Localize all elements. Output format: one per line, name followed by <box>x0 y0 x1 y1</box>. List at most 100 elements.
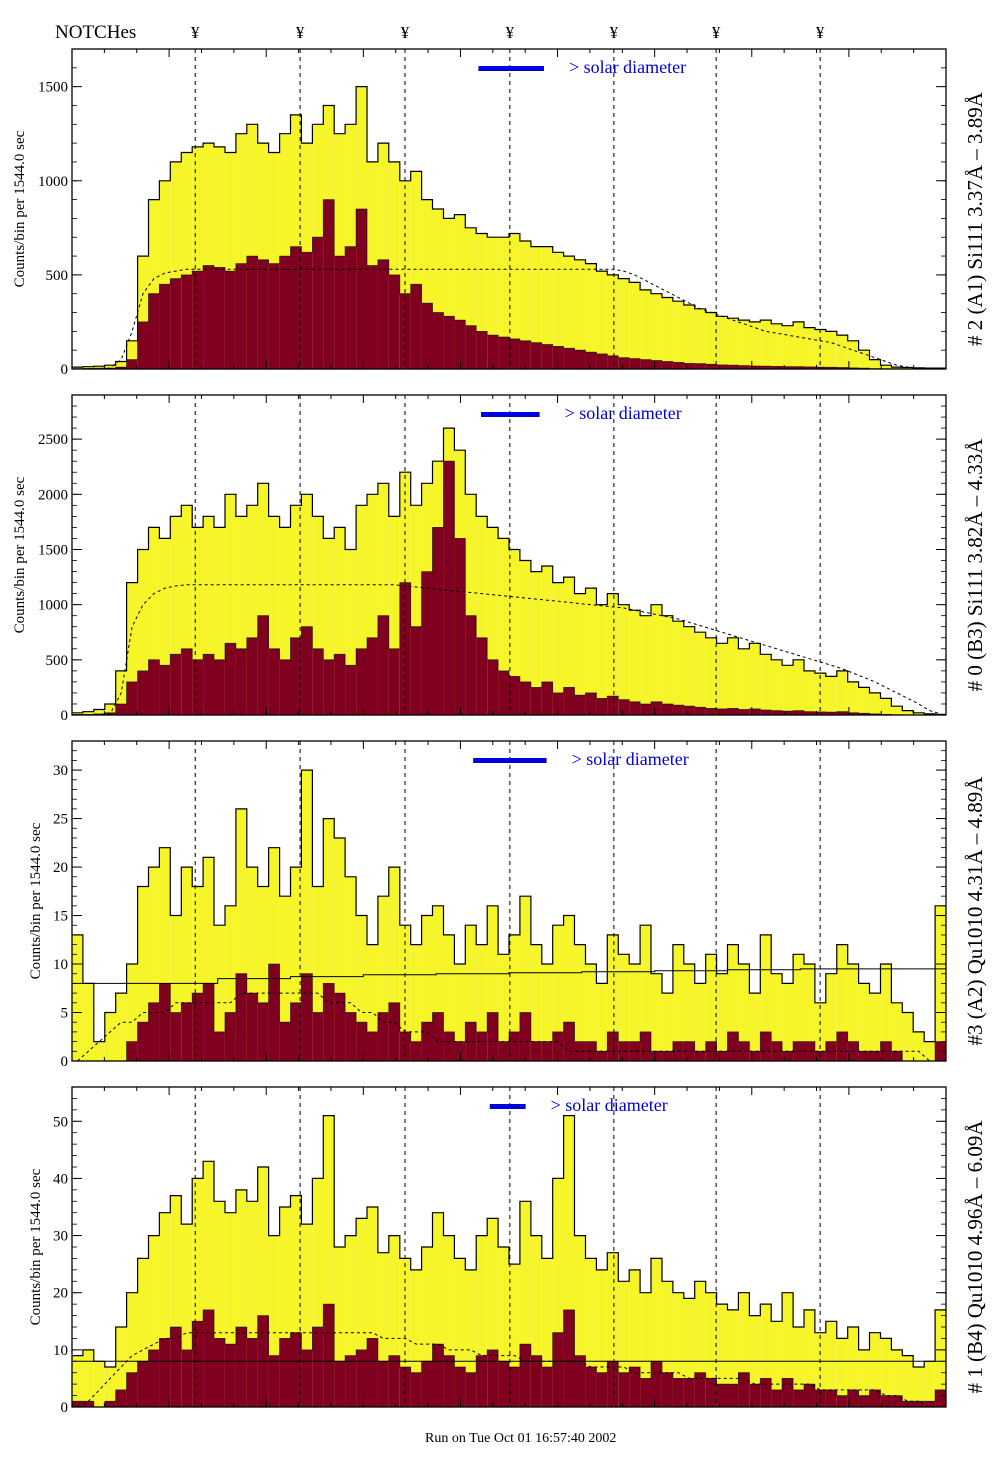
inner-bar <box>640 359 652 369</box>
inner-bar <box>137 1022 149 1061</box>
total-bar <box>563 256 575 369</box>
inner-bar <box>137 1361 149 1407</box>
total-bar <box>126 964 138 1061</box>
total-bar <box>847 681 859 715</box>
total-bar <box>519 560 531 715</box>
total-bar <box>82 366 94 369</box>
inner-bar <box>935 1041 947 1061</box>
total-bar <box>891 1002 903 1061</box>
total-bar <box>93 1361 105 1407</box>
inner-bar <box>629 1041 641 1061</box>
total-bar <box>640 1292 652 1407</box>
total-bar <box>290 867 302 1061</box>
inner-bar <box>640 1031 652 1061</box>
total-bar <box>672 301 684 369</box>
inner-bar <box>705 708 717 715</box>
total-bar <box>345 876 357 1061</box>
inner-bar <box>891 1395 903 1407</box>
inner-bar <box>672 362 684 369</box>
total-bar <box>651 293 662 369</box>
total-bar <box>323 818 335 1061</box>
inner-bar <box>487 335 499 369</box>
total-bar <box>869 359 881 369</box>
total-bar <box>760 934 772 1061</box>
inner-bar <box>651 701 662 715</box>
notch-symbol-2: ¥ <box>296 23 305 42</box>
inner-bar <box>137 321 149 369</box>
inner-bar <box>377 259 389 369</box>
inner-bar <box>312 1327 324 1407</box>
plot-frame <box>71 394 947 716</box>
total-bar <box>126 1292 138 1407</box>
total-bar <box>760 320 772 369</box>
inner-bar <box>629 358 641 369</box>
solar-diameter-legend-label: > solar diameter <box>569 57 686 77</box>
total-bar <box>93 1041 105 1061</box>
total-bar <box>880 964 892 1061</box>
inner-bar <box>148 293 160 369</box>
total-bar <box>607 274 619 369</box>
total-bar <box>279 1207 291 1407</box>
total-bar <box>585 964 597 1061</box>
y-tick-label: 0 <box>61 1054 69 1070</box>
total-bar <box>235 1189 247 1407</box>
inner-bar <box>618 699 630 715</box>
total-bar <box>465 227 477 369</box>
panel-title: #3 (A2) Qu1010 4.31Å – 4.89Å <box>963 776 987 1046</box>
total-bar <box>301 770 313 1061</box>
total-bar <box>246 867 258 1061</box>
total-bar <box>683 964 695 1061</box>
total-bar <box>181 1224 193 1407</box>
total-bar <box>640 615 652 715</box>
inner-bar <box>804 1384 815 1407</box>
inner-bar <box>410 1372 422 1407</box>
total-bar <box>836 1338 848 1407</box>
y-tick-label: 30 <box>53 1229 68 1245</box>
total-bar <box>377 143 389 369</box>
inner-bar <box>662 1372 673 1407</box>
total-bar <box>421 1247 433 1407</box>
y-tick-label: 2000 <box>38 487 68 503</box>
inner-bar <box>148 1349 160 1407</box>
inner-bar <box>279 659 291 715</box>
inner-bar <box>607 1031 619 1061</box>
inner-bar <box>847 712 859 715</box>
inner-bar <box>476 637 488 715</box>
y-tick-label: 500 <box>46 653 69 669</box>
total-bar <box>596 271 608 369</box>
total-bar <box>235 808 247 1061</box>
total-bar <box>137 256 149 369</box>
total-bar <box>880 698 892 715</box>
total-bar <box>388 867 400 1061</box>
total-bar <box>301 494 313 715</box>
total-bar <box>465 1269 477 1407</box>
inner-bar <box>541 1367 553 1407</box>
total-bar <box>804 670 815 715</box>
inner-bar <box>804 366 815 369</box>
total-bar <box>618 1281 630 1407</box>
panel-4: 0 10 20 30 40 50 Counts/bin per 1544.0 sec # 1 … <box>28 1086 987 1416</box>
inner-bar <box>519 1344 531 1407</box>
inner-bar <box>825 1389 837 1407</box>
inner-bar <box>476 1355 488 1407</box>
total-bar <box>104 704 116 715</box>
inner-bar <box>563 687 575 715</box>
inner-bar <box>268 1355 280 1407</box>
total-bar <box>869 993 881 1061</box>
total-bar <box>935 905 947 1061</box>
notch-symbol-1: ¥ <box>191 23 200 42</box>
inner-bar <box>235 973 247 1061</box>
total-bar <box>410 171 422 369</box>
inner-bar <box>421 303 433 369</box>
inner-bar <box>82 1401 94 1407</box>
inner-bar <box>159 284 171 369</box>
total-bars <box>72 770 947 1061</box>
inner-bar <box>225 1012 236 1061</box>
inner-bar <box>367 637 378 715</box>
total-bar <box>290 505 302 715</box>
total-bar <box>869 692 881 715</box>
total-bar <box>793 1327 805 1407</box>
inner-bar <box>891 1051 903 1061</box>
inner-bar <box>683 1378 695 1407</box>
